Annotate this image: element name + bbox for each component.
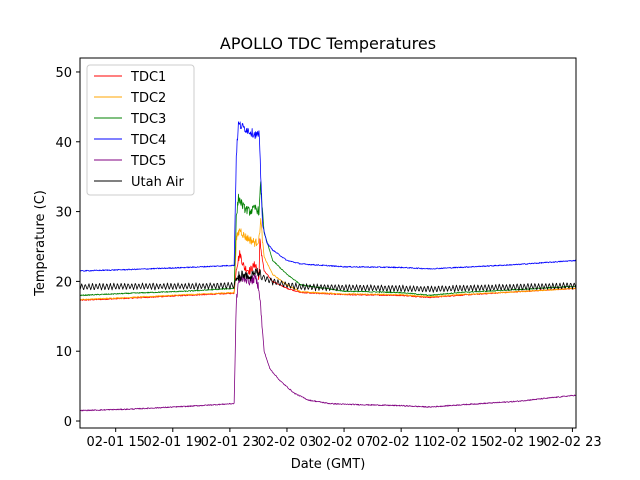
series-line-3 (80, 121, 576, 272)
y-tick-label: 50 (55, 66, 72, 81)
x-tick-label: 02-02 23 (543, 435, 601, 450)
x-tick-label: 02-02 15 (429, 435, 487, 450)
y-tick-label: 30 (55, 206, 72, 221)
series-layer (80, 121, 576, 412)
y-tick-label: 20 (55, 275, 72, 290)
x-tick-label: 02-01 23 (201, 435, 259, 450)
legend-label: TDC4 (130, 133, 166, 148)
legend-label: TDC2 (130, 91, 166, 106)
series-line-2 (80, 181, 576, 297)
series-line-1 (80, 218, 576, 301)
x-tick-label: 02-01 19 (144, 435, 202, 450)
series-line-4 (80, 274, 576, 412)
legend-label: Utah Air (131, 175, 184, 190)
series-line-5 (80, 267, 576, 293)
chart-title: APOLLO TDC Temperatures (220, 34, 436, 53)
x-tick-label: 02-02 03 (258, 435, 316, 450)
y-tick-label: 0 (64, 415, 72, 430)
y-tick-label: 10 (55, 345, 72, 360)
x-tick-label: 02-02 07 (315, 435, 373, 450)
legend-label: TDC3 (130, 112, 166, 127)
y-tick-label: 40 (55, 136, 72, 151)
x-tick-label: 02-01 15 (86, 435, 144, 450)
y-axis-label: Temperature (C) (33, 190, 48, 297)
plot-frame (79, 57, 577, 429)
x-tick-label: 02-02 19 (486, 435, 544, 450)
legend-label: TDC1 (130, 70, 166, 85)
x-axis-label: Date (GMT) (291, 457, 366, 472)
legend: TDC1 TDC2 TDC3 TDC4 TDC5 Utah Air (86, 64, 195, 196)
x-tick-label: 02-02 11 (372, 435, 430, 450)
legend-label: TDC5 (130, 154, 166, 169)
